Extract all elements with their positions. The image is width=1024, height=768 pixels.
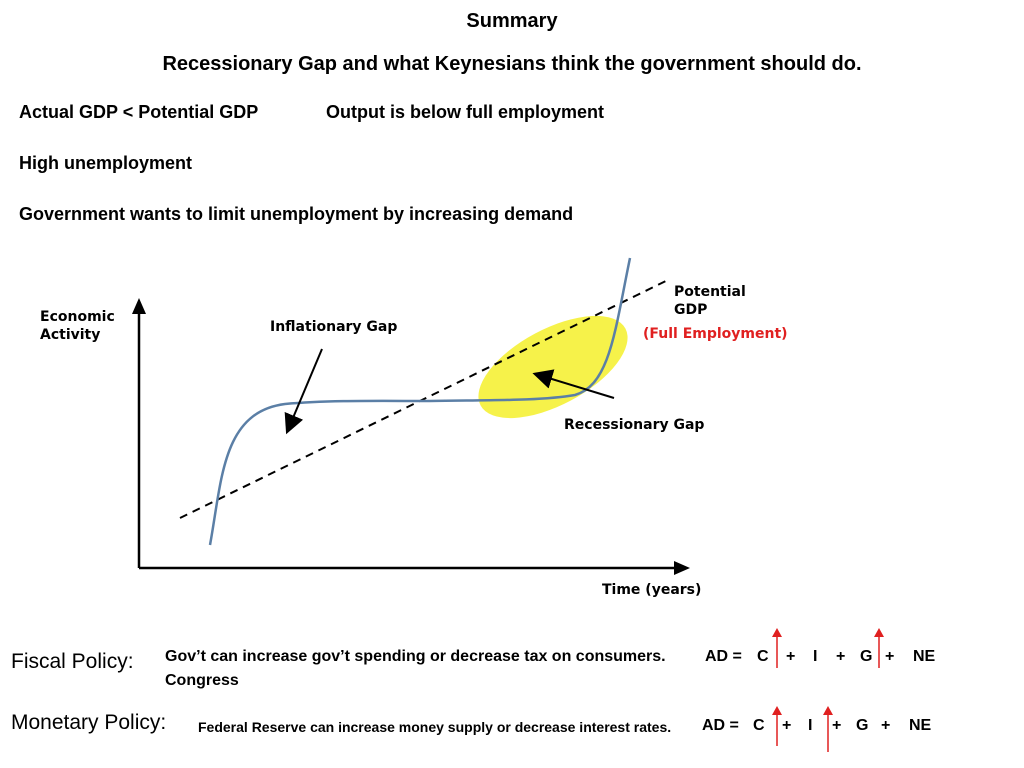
fiscal-eq-ne: NE [913, 648, 936, 665]
monetary-eq-i: I [808, 717, 813, 734]
recessionary-gap-highlight [478, 315, 628, 419]
c-up-arrow-icon [772, 628, 782, 668]
economic-activity-curve [208, 257, 632, 546]
fiscal-policy-who: Congress [165, 672, 239, 689]
potential-gdp-label-line2: GDP [674, 302, 707, 318]
y-axis-arrow-icon [132, 298, 146, 314]
monetary-eq-ad: AD = [702, 717, 739, 734]
full-employment-label: (Full Employment) [643, 326, 788, 342]
page-title: Summary [466, 10, 558, 32]
fiscal-policy-text: Gov’t can increase gov’t spending or dec… [165, 648, 666, 665]
recessionary-gap-pointer [532, 369, 615, 399]
x-axis-arrow-icon [674, 561, 690, 575]
i-up-arrow-icon [823, 706, 833, 752]
inflationary-gap-label: Inflationary Gap [270, 319, 397, 335]
fiscal-eq-g: G [860, 648, 873, 665]
x-axis-label: Time (years) [602, 582, 701, 598]
y-axis-label-line2: Activity [40, 327, 100, 343]
monetary-eq-plus-2: + [832, 717, 842, 734]
potential-gdp-label-line1: Potential [674, 284, 746, 300]
monetary-eq-ne: NE [909, 717, 932, 734]
fiscal-policy-label: Fiscal Policy: [11, 650, 134, 673]
inflationary-gap-pointer [284, 348, 323, 435]
c-up-arrow-icon [772, 706, 782, 746]
recessionary-gap-label: Recessionary Gap [564, 417, 704, 433]
gov-wants-text: Government wants to limit unemployment b… [19, 204, 574, 224]
fiscal-eq-ad: AD = [705, 648, 742, 665]
page-subtitle: Recessionary Gap and what Keynesians thi… [162, 53, 862, 75]
business-cycle-diagram: Economic Activity Inflationary Gap Poten… [40, 257, 788, 598]
g-up-arrow-icon [874, 628, 884, 668]
monetary-eq-plus-1: + [782, 717, 792, 734]
fiscal-eq-plus-2: + [836, 648, 846, 665]
monetary-policy-text: Federal Reserve can increase money suppl… [198, 719, 672, 735]
fiscal-eq-plus-1: + [786, 648, 796, 665]
high-unemployment-text: High unemployment [19, 153, 193, 173]
output-below-text: Output is below full employment [326, 102, 605, 122]
monetary-eq-plus-3: + [881, 717, 891, 734]
fiscal-eq-c: C [757, 648, 769, 665]
fiscal-eq-i: I [813, 648, 818, 665]
monetary-eq-c: C [753, 717, 765, 734]
y-axis-label-line1: Economic [40, 309, 115, 325]
fiscal-eq-plus-3: + [885, 648, 895, 665]
actual-gdp-text: Actual GDP < Potential GDP [19, 102, 259, 122]
potential-gdp-line [179, 278, 671, 519]
monetary-policy-label: Monetary Policy: [11, 711, 167, 734]
monetary-eq-g: G [856, 717, 869, 734]
